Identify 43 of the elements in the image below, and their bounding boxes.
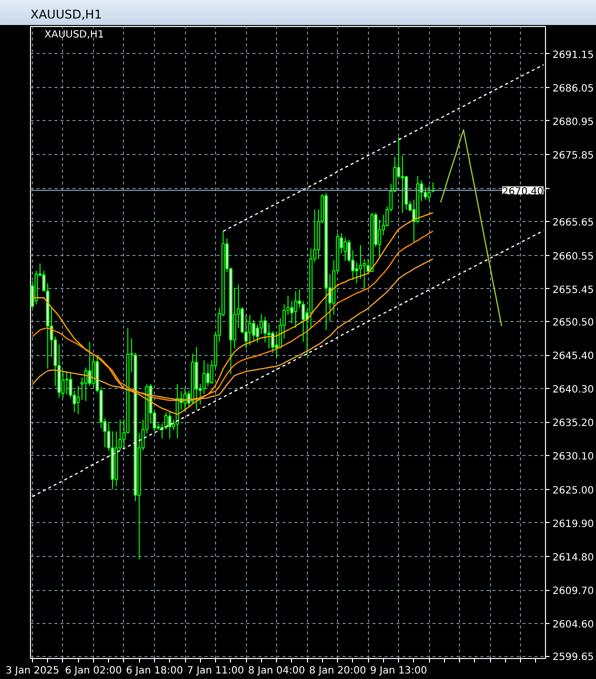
candlestick: [400, 155, 404, 214]
x-tick-label: 7 Jan 11:00: [187, 666, 244, 676]
y-tick-label: 2609.70: [552, 586, 594, 598]
candlestick: [65, 370, 68, 396]
candlestick: [294, 290, 298, 329]
chart-subtitle: XAUUSD,H1: [44, 30, 104, 40]
x-tick-label: 8 Jan 04:00: [248, 666, 306, 676]
y-tick-label: 2660.55: [552, 251, 594, 262]
y-tick-label: 2630.10: [552, 452, 594, 463]
x-tick-label: 8 Jan 20:00: [309, 666, 366, 676]
x-tick-label: 3 Jan 2025: [6, 666, 60, 676]
y-tick-label: 2686.05: [552, 83, 594, 94]
y-tick-label: 2650.50: [552, 317, 594, 328]
candlestick: [256, 324, 260, 343]
candlestick: [168, 410, 172, 440]
candlestick: [427, 185, 431, 202]
y-tick-label: 2619.90: [552, 518, 594, 530]
y-tick-label: 2675.85: [552, 150, 594, 162]
y-tick-label: 2680.95: [552, 116, 594, 128]
candlestick: [248, 314, 252, 346]
y-tick-label: 2640.30: [552, 384, 594, 396]
ref-line-label: 2670.40: [502, 186, 544, 198]
line-series: [222, 64, 544, 232]
chart-title: XAUUSD,H1: [30, 8, 102, 22]
y-tick-label: 2665.65: [552, 218, 594, 229]
candlestick: [358, 244, 362, 280]
y-tick-label: 2645.40: [552, 351, 594, 362]
candlestick: [344, 237, 347, 262]
candlestick: [378, 218, 382, 258]
y-tick-label: 2604.60: [552, 620, 594, 631]
x-tick-label: 9 Jan 13:00: [370, 666, 428, 676]
candlestick: [206, 363, 210, 386]
candlestick: [88, 341, 92, 386]
x-tick-label: 6 Jan 02:00: [64, 666, 122, 676]
y-tick-label: 2691.15: [552, 50, 594, 61]
x-tick-label: 6 Jan 18:00: [126, 666, 183, 676]
candlestick: [84, 367, 88, 402]
y-tick-label: 2625.00: [552, 485, 594, 496]
y-tick-label: 2599.65: [552, 652, 594, 664]
line-series: [440, 129, 502, 327]
y-tick-label: 2655.45: [552, 284, 594, 296]
y-tick-label: 2614.80: [552, 552, 594, 564]
y-tick-label: 2635.20: [552, 418, 594, 430]
